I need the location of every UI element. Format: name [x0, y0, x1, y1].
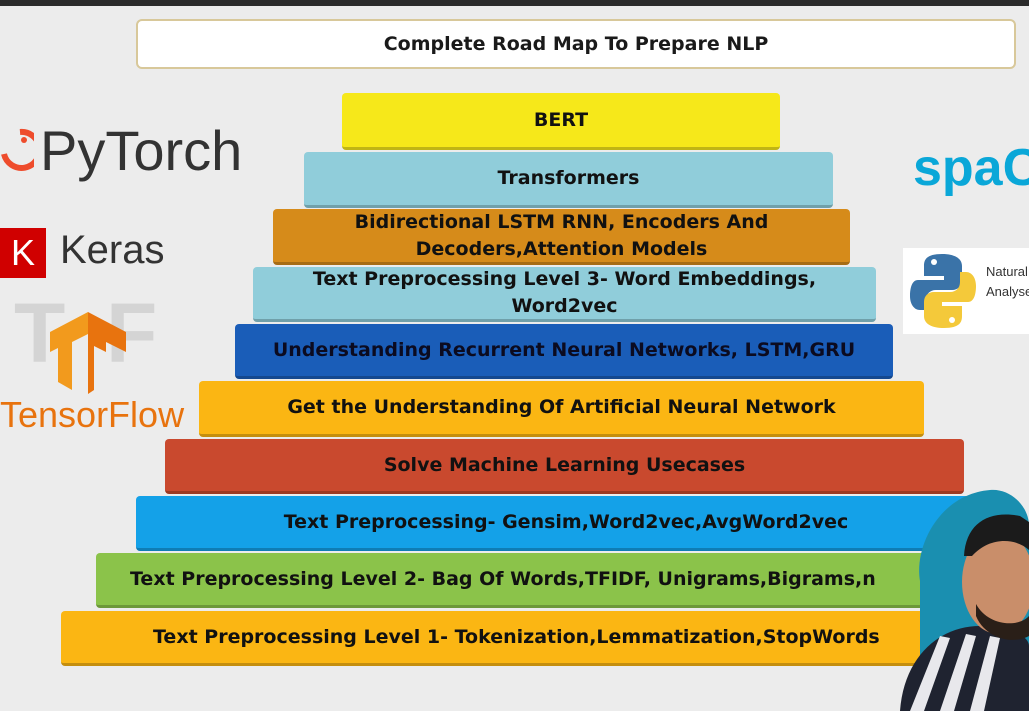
step-transformers: Transformers [304, 152, 833, 208]
step-ann: Get the Understanding Of Artificial Neur… [199, 381, 924, 437]
step-bag-of-words: Text Preprocessing Level 2- Bag Of Words… [96, 553, 1029, 608]
keras-logo-text: Keras [60, 228, 165, 272]
nltk-line2: Analyse [986, 284, 1029, 299]
step-label: Text Preprocessing Level 2- Bag Of Words… [130, 567, 876, 590]
step-ml-usecases: Solve Machine Learning Usecases [165, 439, 964, 494]
step-tokenization: Text Preprocessing Level 1- Tokenization… [61, 611, 1029, 666]
spacy-logo-text: spaC [913, 139, 1029, 197]
step-label: Understanding Recurrent Neural Networks,… [272, 338, 856, 361]
step-bidirectional-lstm: Bidirectional LSTM RNN, Encoders And Deco… [273, 209, 850, 265]
step-bert: BERT [342, 93, 780, 150]
step-label: Text Preprocessing Level 1- Tokenization… [153, 625, 880, 648]
step-label-line2: Decoders,Attention Models [415, 237, 708, 260]
step-label-line1: Bidirectional LSTM RNN, Encoders And [354, 210, 769, 233]
page-title: Complete Road Map To Prepare NLP [136, 19, 1016, 69]
presenter-webcam [900, 489, 1029, 711]
step-gensim: Text Preprocessing- Gensim,Word2vec,AvgW… [136, 496, 996, 551]
step-rnn-lstm-gru: Understanding Recurrent Neural Networks,… [235, 324, 893, 379]
step-word-embeddings: Text Preprocessing Level 3- Word Embeddi… [253, 267, 876, 322]
python-icon [910, 254, 976, 328]
step-label: Get the Understanding Of Artificial Neur… [287, 396, 836, 418]
step-label: Solve Machine Learning Usecases [383, 453, 746, 476]
pytorch-logo-text: PyTorch [40, 119, 243, 182]
top-bar [0, 0, 1029, 6]
step-label-line1: Text Preprocessing Level 3- Word Embeddi… [312, 268, 817, 290]
pytorch-icon [1, 128, 34, 171]
keras-icon: K [0, 228, 46, 278]
step-label: BERT [533, 108, 589, 131]
step-label-line2: Word2vec [511, 295, 618, 317]
nltk-card-text: Natural Analyse [986, 262, 1029, 302]
step-label: Text Preprocessing- Gensim,Word2vec,AvgW… [283, 510, 849, 533]
tensorflow-logo-text: TensorFlow [0, 394, 185, 435]
nltk-line1: Natural [986, 264, 1028, 279]
tensorflow-icon: T F [14, 292, 157, 394]
step-label: Transformers [497, 167, 640, 189]
